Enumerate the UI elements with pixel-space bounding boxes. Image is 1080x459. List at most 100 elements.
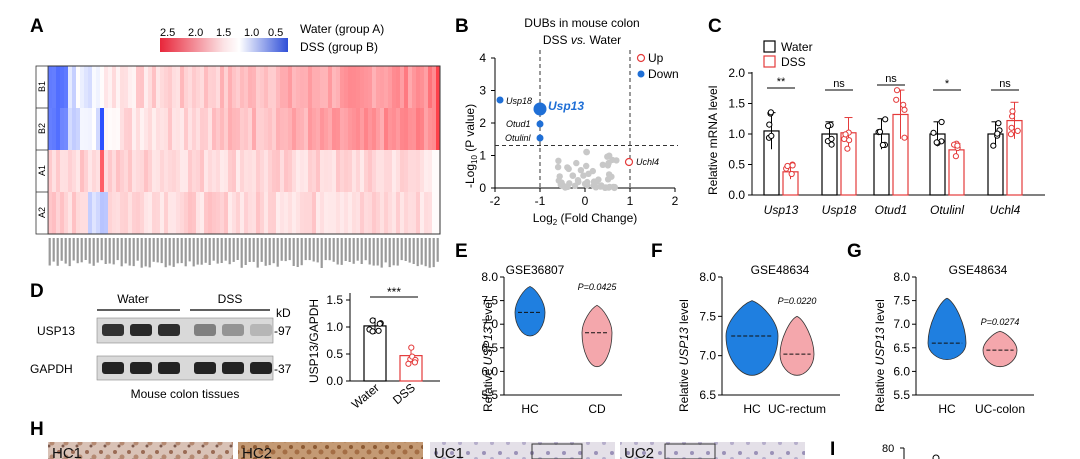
blot-band [158, 324, 180, 336]
gene-label-mark [80, 238, 83, 263]
gene-label-mark [420, 238, 423, 265]
heatmap-cell [288, 108, 293, 150]
heatmap-cell [148, 192, 153, 234]
heatmap-cell [52, 192, 57, 234]
heatmap-cell [388, 192, 393, 234]
heatmap-cell [176, 150, 181, 192]
heatmap-cell [248, 66, 253, 108]
gene-label-mark [284, 238, 287, 262]
heatmap-cell [300, 66, 305, 108]
violin-g-title: GSE48634 [949, 263, 1008, 277]
heatmap-cell [176, 66, 181, 108]
heatmap-cell [272, 150, 277, 192]
gene-label-mark [116, 238, 119, 261]
violin-uc-rectum [779, 315, 815, 376]
bard-bars: Water DSS *** [349, 285, 423, 412]
y-tick-label: 7.5 [893, 294, 910, 308]
point-usp13 [533, 102, 547, 116]
heatmap-cell [296, 192, 301, 234]
panel-label-g: G [847, 241, 862, 262]
y-tick-label: 0 [479, 181, 486, 195]
gene-label-mark [240, 238, 243, 268]
heatmap-cell [224, 192, 229, 234]
data-point [846, 137, 853, 144]
gene-label-mark [200, 238, 203, 265]
heatmap-cell [236, 108, 241, 150]
heatmap-cell [300, 150, 305, 192]
heatmap-cell [300, 108, 305, 150]
heatmap-cell [320, 150, 325, 192]
heatmap-cell [48, 192, 53, 234]
heatmap-cell [112, 192, 117, 234]
heatmap-cell [84, 108, 89, 150]
data-point [768, 132, 775, 139]
ihc-tile-hc2 [238, 442, 423, 459]
volcano-point [580, 172, 587, 179]
heatmap-cell [292, 192, 297, 234]
data-point [900, 101, 907, 108]
panel-i-point [932, 454, 940, 459]
heatmap-cell [164, 192, 169, 234]
heatmap-cell [416, 150, 421, 192]
y-tick-label: 6.5 [699, 388, 716, 402]
heatmap-cell [384, 66, 389, 108]
y-tick-label: 5.5 [481, 388, 498, 402]
gene-label-mark [432, 238, 435, 268]
ihc-tile-uc1 [430, 442, 615, 459]
heatmap-cell [132, 66, 137, 108]
sig-label: * [945, 78, 950, 90]
gene-label-mark [228, 238, 231, 265]
y-tick-label: 2.0 [728, 66, 745, 80]
heatmap-cell [240, 108, 245, 150]
heatmap-cell [272, 192, 277, 234]
data-point [1007, 131, 1015, 138]
heatmap-cell [96, 150, 101, 192]
heatmap-cell [332, 192, 337, 234]
blot-usp13 [96, 317, 274, 344]
heatmap-cell [292, 150, 297, 192]
heatmap-grid [48, 66, 441, 234]
gene-label-mark [360, 238, 363, 264]
gene-label-mark [424, 238, 427, 267]
data-point [893, 87, 901, 94]
blot-band [250, 324, 272, 336]
ihc-label-hc2: HC2 [242, 445, 272, 459]
gene-label-mark [320, 238, 323, 268]
heatmap-cell [148, 150, 153, 192]
gene-label-mark [256, 238, 259, 268]
label-usp18: Usp18 [506, 96, 532, 106]
heatmap-cell [420, 150, 425, 192]
heatmap-cell [284, 108, 289, 150]
data-point [995, 120, 1002, 127]
heatmap-cell [364, 108, 369, 150]
heatmap-cell [152, 108, 157, 150]
gene-label-mark [372, 238, 375, 266]
heatmap-cell [76, 66, 81, 108]
x-category-label: UC-colon [975, 402, 1025, 416]
volcano-point [565, 165, 572, 173]
heatmap-cell [396, 108, 401, 150]
gene-label-mark [68, 238, 71, 267]
heatmap-cell [108, 192, 113, 234]
heatmap-cell [392, 192, 397, 234]
heatmap-cell [168, 192, 173, 234]
data-point [994, 130, 1001, 137]
gene-label-mark [212, 238, 215, 261]
gene-label-mark [88, 238, 91, 264]
panel-label-f: F [651, 241, 663, 262]
heatmap-cell [212, 108, 217, 150]
heatmap-cell [356, 192, 361, 234]
heatmap-cell [56, 66, 61, 108]
heatmap-cell [332, 108, 337, 150]
heatmap-cell [312, 108, 317, 150]
data-point [766, 121, 773, 128]
blot-kd: kD [276, 306, 291, 320]
heatmap-cell [156, 150, 161, 192]
heatmap-cell [124, 66, 129, 108]
heatmap-cell [64, 150, 69, 192]
heatmap-cell [244, 150, 249, 192]
gene-label-mark [56, 238, 59, 266]
heatmap-cell [316, 192, 321, 234]
panel-b: B DUBs in mouse colon DSS vs. Water -2 -1… [455, 16, 679, 227]
heatmap-cell [404, 150, 409, 192]
